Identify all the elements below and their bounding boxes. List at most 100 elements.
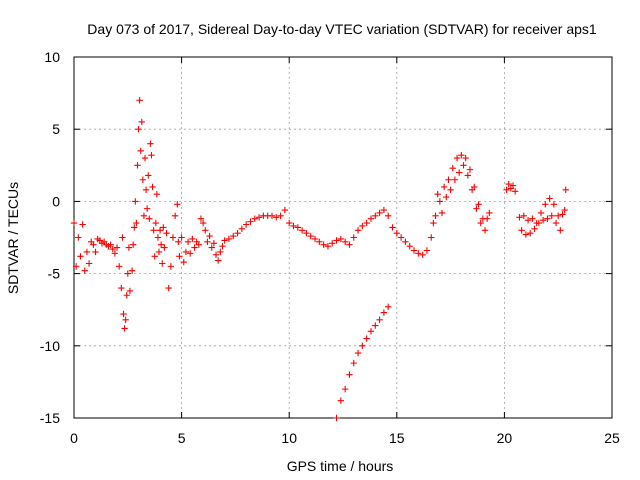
data-point bbox=[247, 218, 254, 225]
data-point bbox=[90, 241, 97, 248]
data-point bbox=[443, 193, 450, 201]
data-point bbox=[503, 186, 510, 194]
data-point bbox=[372, 212, 379, 220]
data-point bbox=[202, 227, 209, 234]
data-point bbox=[445, 176, 452, 183]
data-point bbox=[180, 258, 187, 266]
data-point bbox=[539, 216, 547, 224]
data-point bbox=[505, 180, 512, 188]
data-point bbox=[145, 172, 152, 179]
data-point bbox=[423, 247, 431, 254]
data-point bbox=[184, 238, 192, 246]
data-point bbox=[320, 241, 327, 248]
data-point bbox=[132, 198, 139, 205]
y-tick-label: 0 bbox=[52, 193, 60, 209]
x-tick-label: 20 bbox=[497, 430, 513, 446]
data-point bbox=[354, 227, 362, 234]
data-point bbox=[402, 238, 409, 246]
data-point bbox=[460, 162, 467, 169]
data-point bbox=[135, 126, 142, 133]
data-point bbox=[156, 227, 164, 234]
data-point bbox=[509, 182, 517, 189]
data-point bbox=[333, 237, 340, 244]
data-point bbox=[535, 219, 543, 227]
data-point bbox=[83, 248, 91, 256]
data-point bbox=[451, 176, 459, 183]
data-point bbox=[206, 232, 213, 240]
data-point bbox=[187, 250, 194, 257]
data-point bbox=[75, 234, 82, 241]
data-point bbox=[119, 234, 126, 241]
data-point bbox=[141, 154, 149, 162]
data-point bbox=[354, 349, 362, 357]
data-point bbox=[337, 235, 345, 243]
y-axis: -15 -10 -5 0 5 10 bbox=[40, 49, 612, 426]
data-point bbox=[208, 244, 215, 251]
data-point bbox=[384, 212, 392, 220]
data-point bbox=[79, 221, 86, 228]
data-point bbox=[140, 212, 148, 220]
data-point bbox=[161, 244, 168, 251]
y-tick-label: -15 bbox=[40, 410, 60, 426]
data-point bbox=[346, 371, 353, 378]
data-point bbox=[363, 335, 370, 342]
data-point bbox=[436, 198, 444, 205]
data-point bbox=[380, 309, 388, 316]
data-point bbox=[376, 209, 383, 217]
data-point bbox=[384, 303, 392, 311]
data-point bbox=[346, 241, 353, 248]
data-point bbox=[195, 241, 203, 248]
data-point bbox=[529, 215, 536, 222]
data-point bbox=[415, 250, 422, 257]
data-point bbox=[367, 215, 375, 222]
data-point bbox=[149, 183, 156, 191]
data-point bbox=[124, 270, 131, 277]
data-point bbox=[230, 232, 237, 240]
data-point bbox=[182, 248, 190, 256]
data-point bbox=[350, 234, 357, 241]
data-point bbox=[199, 219, 207, 227]
data-point bbox=[376, 316, 383, 324]
data-point bbox=[242, 221, 250, 228]
data-point bbox=[204, 238, 211, 246]
data-point bbox=[238, 225, 246, 233]
data-point bbox=[458, 151, 465, 159]
data-point bbox=[473, 205, 480, 212]
data-point bbox=[555, 212, 562, 220]
data-point bbox=[176, 253, 183, 260]
data-point bbox=[107, 241, 114, 248]
data-point bbox=[286, 219, 293, 227]
data-point bbox=[155, 248, 163, 256]
data-point bbox=[363, 219, 370, 227]
data-point bbox=[298, 227, 306, 234]
data-point bbox=[471, 183, 478, 191]
data-point bbox=[522, 231, 530, 238]
chart-title: Day 073 of 2017, Sidereal Day-to-day VTE… bbox=[87, 21, 597, 37]
plot-frame bbox=[73, 56, 613, 419]
data-point bbox=[169, 234, 177, 241]
data-point bbox=[410, 247, 418, 254]
data-point bbox=[221, 237, 228, 244]
data-point bbox=[438, 209, 446, 217]
data-point bbox=[329, 240, 336, 247]
data-point bbox=[430, 219, 437, 227]
data-point bbox=[138, 118, 145, 126]
x-tick-label: 15 bbox=[389, 430, 405, 446]
data-point bbox=[92, 248, 99, 256]
data-point bbox=[113, 244, 121, 251]
data-point bbox=[486, 209, 493, 217]
data-point bbox=[389, 224, 396, 231]
data-point bbox=[147, 140, 154, 147]
data-point bbox=[163, 229, 170, 237]
data-point bbox=[255, 214, 263, 221]
data-point bbox=[516, 214, 523, 221]
data-point bbox=[151, 253, 158, 260]
data-point bbox=[85, 260, 93, 267]
data-point bbox=[120, 310, 127, 318]
data-point bbox=[72, 263, 80, 270]
data-point bbox=[520, 212, 527, 220]
data-point bbox=[546, 195, 553, 202]
data-point bbox=[449, 164, 456, 172]
data-point bbox=[273, 214, 280, 221]
data-point bbox=[217, 248, 224, 256]
